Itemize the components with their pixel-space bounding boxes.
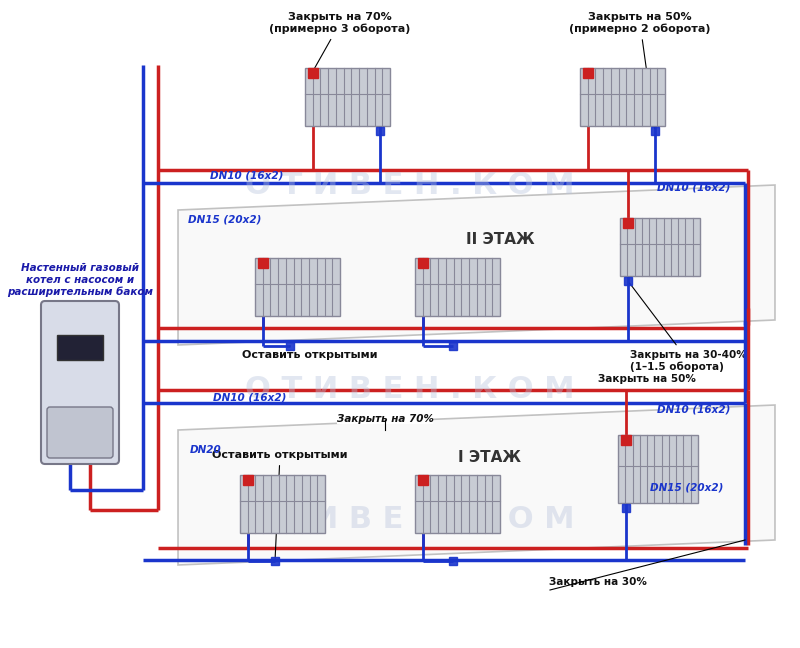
- Bar: [57, 335, 103, 360]
- Text: О Т И В Е Н . К О М: О Т И В Е Н . К О М: [245, 375, 575, 404]
- Text: Закрыть на 70%
(примерно 3 оборота): Закрыть на 70% (примерно 3 оборота): [270, 12, 410, 69]
- Text: Закрыть на 70%: Закрыть на 70%: [337, 414, 434, 424]
- Bar: [305, 68, 390, 126]
- Bar: [621, 435, 631, 445]
- Text: II ЭТАЖ: II ЭТАЖ: [466, 233, 534, 248]
- Bar: [622, 504, 630, 512]
- Text: I ЭТАЖ: I ЭТАЖ: [458, 450, 522, 465]
- Text: Закрыть на 30-40%
(1–1.5 оборота): Закрыть на 30-40% (1–1.5 оборота): [630, 283, 746, 372]
- Text: DN10 (16x2): DN10 (16x2): [210, 170, 283, 180]
- Text: DN10 (16x2): DN10 (16x2): [213, 392, 286, 402]
- Bar: [258, 258, 268, 268]
- Bar: [618, 435, 698, 503]
- Bar: [418, 258, 428, 268]
- Polygon shape: [178, 405, 775, 565]
- Bar: [308, 68, 318, 78]
- Polygon shape: [178, 185, 775, 345]
- Text: DN15 (20x2): DN15 (20x2): [188, 214, 262, 224]
- Text: Закрыть на 50%: Закрыть на 50%: [598, 374, 696, 384]
- Text: Оставить открытыми: Оставить открытыми: [212, 450, 348, 558]
- Bar: [418, 475, 428, 485]
- Bar: [415, 258, 500, 316]
- Bar: [583, 68, 593, 78]
- Text: DN10 (16x2): DN10 (16x2): [657, 183, 730, 193]
- Text: О Т И В Е Н . К О М: О Т И В Е Н . К О М: [245, 505, 575, 535]
- Text: DN15 (20x2): DN15 (20x2): [650, 482, 723, 492]
- Text: Настенный газовый
котел с насосом и
расширительным баком: Настенный газовый котел с насосом и расш…: [7, 263, 153, 297]
- Bar: [620, 218, 700, 276]
- Text: DN20: DN20: [190, 445, 222, 455]
- Bar: [286, 342, 294, 350]
- Bar: [623, 218, 633, 228]
- FancyBboxPatch shape: [41, 301, 119, 464]
- Bar: [624, 277, 632, 285]
- Bar: [415, 475, 500, 533]
- Bar: [243, 475, 253, 485]
- Bar: [449, 557, 457, 565]
- Bar: [449, 342, 457, 350]
- Bar: [240, 475, 325, 533]
- Text: О Т И В Е Н . К О М: О Т И В Е Н . К О М: [245, 170, 575, 200]
- Bar: [580, 68, 665, 126]
- Text: Оставить открытыми: Оставить открытыми: [242, 346, 378, 360]
- Text: Закрыть на 30%: Закрыть на 30%: [549, 577, 647, 587]
- FancyBboxPatch shape: [47, 407, 113, 458]
- Bar: [651, 127, 659, 135]
- Bar: [271, 557, 279, 565]
- Text: Закрыть на 50%
(примерно 2 оборота): Закрыть на 50% (примерно 2 оборота): [570, 12, 710, 128]
- Text: DN10 (16x2): DN10 (16x2): [657, 405, 730, 415]
- Bar: [255, 258, 340, 316]
- Bar: [376, 127, 384, 135]
